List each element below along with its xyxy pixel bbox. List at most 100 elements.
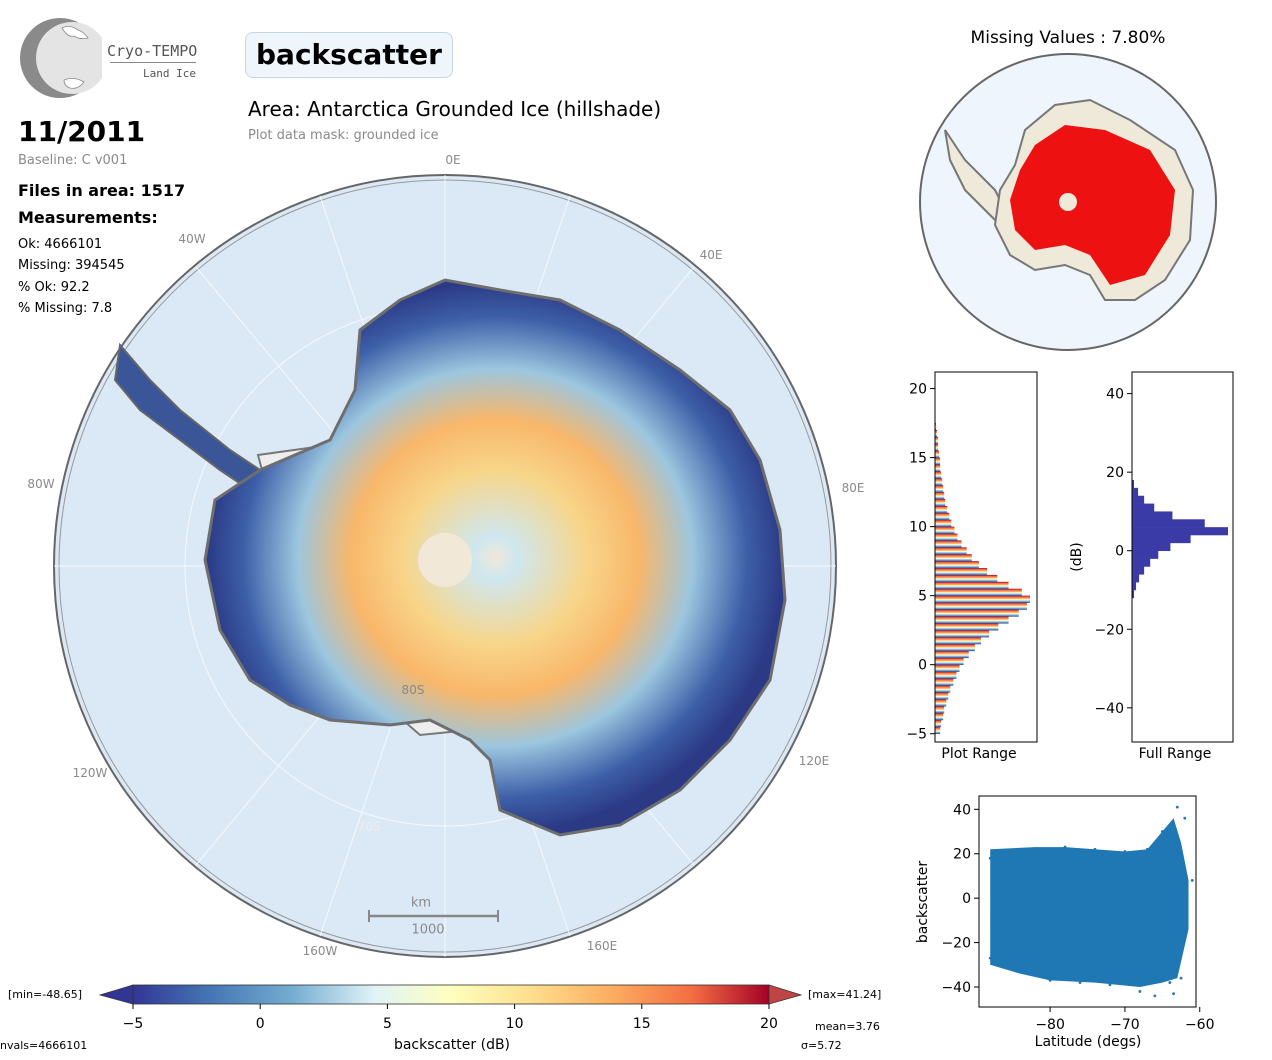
- plot-range-bar: [935, 423, 937, 431]
- lat-label-80s: 80S: [401, 683, 425, 697]
- full-range-bar: [1132, 558, 1151, 567]
- lat-label-70s: 70S: [357, 820, 381, 834]
- full-range-bar: [1132, 527, 1228, 536]
- plot-range-bar: [935, 519, 952, 527]
- scatter-point: [988, 856, 992, 860]
- full-range-bar: [1132, 480, 1135, 489]
- full-range-bar: [1132, 566, 1145, 575]
- lon-label-160e: 160E: [586, 939, 618, 953]
- plot-range-ytick-label: 10: [909, 520, 927, 536]
- scatter-ytick-label: −40: [941, 980, 971, 996]
- full-range-bar: [1132, 519, 1205, 528]
- pct-ok: % Ok: 92.2: [18, 280, 90, 295]
- plot-range-bar: [935, 602, 1027, 610]
- colorbar-tick-label: 20: [760, 1016, 778, 1030]
- baseline-label: Baseline: C v001: [18, 153, 128, 168]
- pct-missing: % Missing: 7.8: [18, 301, 113, 316]
- scatter-point-cloud: [990, 818, 1189, 988]
- scatter-point: [1179, 976, 1183, 980]
- scatter-point: [1175, 805, 1179, 809]
- scatter-point: [1172, 992, 1175, 996]
- nvals-label: nvals=4666101: [0, 1039, 88, 1052]
- plot-range-bar: [935, 499, 946, 507]
- ok-count: Ok: 4666101: [18, 237, 103, 252]
- scatter-point: [1183, 816, 1187, 820]
- colorbar-tick-label: 15: [633, 1016, 651, 1030]
- plot-range-bar: [935, 609, 1019, 617]
- plot-range-bar: [935, 568, 988, 576]
- pole-hole: [418, 533, 472, 587]
- plot-range-bar: [935, 713, 944, 721]
- scatter-point: [1108, 983, 1112, 987]
- scatter-xlabel: Latitude (degs): [1034, 1034, 1142, 1050]
- plot-range-ytick-label: 0: [918, 658, 927, 674]
- plot-range-bar: [935, 664, 960, 672]
- plot-range-bar: [935, 492, 945, 500]
- area-title: Area: Antarctica Grounded Ice (hillshade…: [248, 97, 662, 121]
- logo-subtitle: Land Ice: [143, 67, 196, 80]
- colorbar-tick-label: 0: [256, 1016, 265, 1030]
- lon-label-120w: 120W: [72, 766, 108, 780]
- lon-label-120e: 120E: [798, 754, 830, 768]
- colorbar-max-label: [max=41.24]: [808, 988, 882, 1001]
- plot-range-bar: [935, 726, 941, 735]
- lon-label-0e: 0E: [445, 153, 461, 167]
- plot-range-ytick-label: 15: [909, 451, 927, 467]
- scatter-ytick-label: −20: [941, 936, 971, 952]
- scatter-ytick-label: 0: [962, 891, 971, 907]
- full-range-bar: [1132, 487, 1139, 497]
- plot-range-bar: [935, 574, 998, 583]
- colorbar-sigma: σ=5.72: [801, 1039, 842, 1052]
- cryo-tempo-logo: [20, 18, 102, 98]
- full-range-histogram: −40 −20 0 20 40: [1094, 371, 1234, 743]
- plot-range-histogram: −5 0 5 10 15 20: [906, 371, 1038, 743]
- plot-range-bar: [935, 547, 967, 555]
- plot-range-bar: [935, 595, 1030, 603]
- scatter-xtick-label: −70: [1110, 1017, 1140, 1033]
- plot-range-ytick-label: 5: [918, 589, 927, 605]
- scatter-point: [1145, 847, 1149, 851]
- logo-name: Cryo-TEMPO: [107, 42, 198, 60]
- plot-range-bar: [935, 450, 940, 458]
- plot-range-bar: [935, 678, 954, 686]
- full-range-bar: [1132, 511, 1173, 520]
- date-label: 11/2011: [18, 115, 146, 148]
- scatter-xtick-label: −80: [1035, 1017, 1065, 1033]
- scatter-point: [1138, 990, 1142, 993]
- colorbar-label: backscatter (dB): [393, 1037, 511, 1053]
- plot-range-bar: [935, 699, 947, 707]
- full-range-bar: [1132, 574, 1140, 583]
- scatter-xtick-label: −60: [1185, 1017, 1215, 1033]
- plot-range-bar: [935, 505, 948, 514]
- missing-map-title: Missing Values : 7.80%: [970, 28, 1166, 48]
- full-range-bar: [1132, 495, 1145, 504]
- latitude-scatter: −40 −20 0 20 40 −80 −70 −60: [941, 795, 1215, 1033]
- plot-range-bar: [935, 719, 942, 728]
- measurements-heading: Measurements:: [18, 208, 158, 227]
- lon-label-40e: 40E: [699, 248, 723, 262]
- full-range-bar: [1132, 582, 1137, 591]
- full-range-bar: [1132, 542, 1171, 552]
- full-range-bar: [1132, 503, 1155, 512]
- plot-range-bar: [935, 471, 942, 479]
- plot-range-bar: [935, 485, 944, 493]
- colorbar-min-label: [min=-48.65]: [8, 988, 83, 1001]
- lon-label-160w: 160W: [302, 944, 338, 958]
- scatter-point: [1078, 981, 1082, 984]
- plot-range-bar: [935, 512, 950, 521]
- parameter-title: backscatter: [245, 32, 453, 78]
- plot-range-bar: [935, 554, 972, 562]
- plot-range-bar: [935, 623, 999, 631]
- plot-range-xlabel: Plot Range: [941, 746, 1017, 762]
- plot-range-bar: [935, 561, 979, 569]
- plot-range-bar: [935, 692, 949, 700]
- plot-range-bar: [935, 685, 951, 693]
- full-range-ytick-label: −40: [1094, 701, 1124, 717]
- plot-range-bar: [935, 630, 990, 638]
- scatter-point: [1033, 847, 1037, 851]
- plot-range-bar: [935, 457, 941, 465]
- lon-label-40w: 40W: [178, 232, 206, 246]
- plot-range-bar: [935, 526, 955, 534]
- plot-range-bar: [935, 581, 1009, 590]
- full-range-bar: [1132, 550, 1159, 559]
